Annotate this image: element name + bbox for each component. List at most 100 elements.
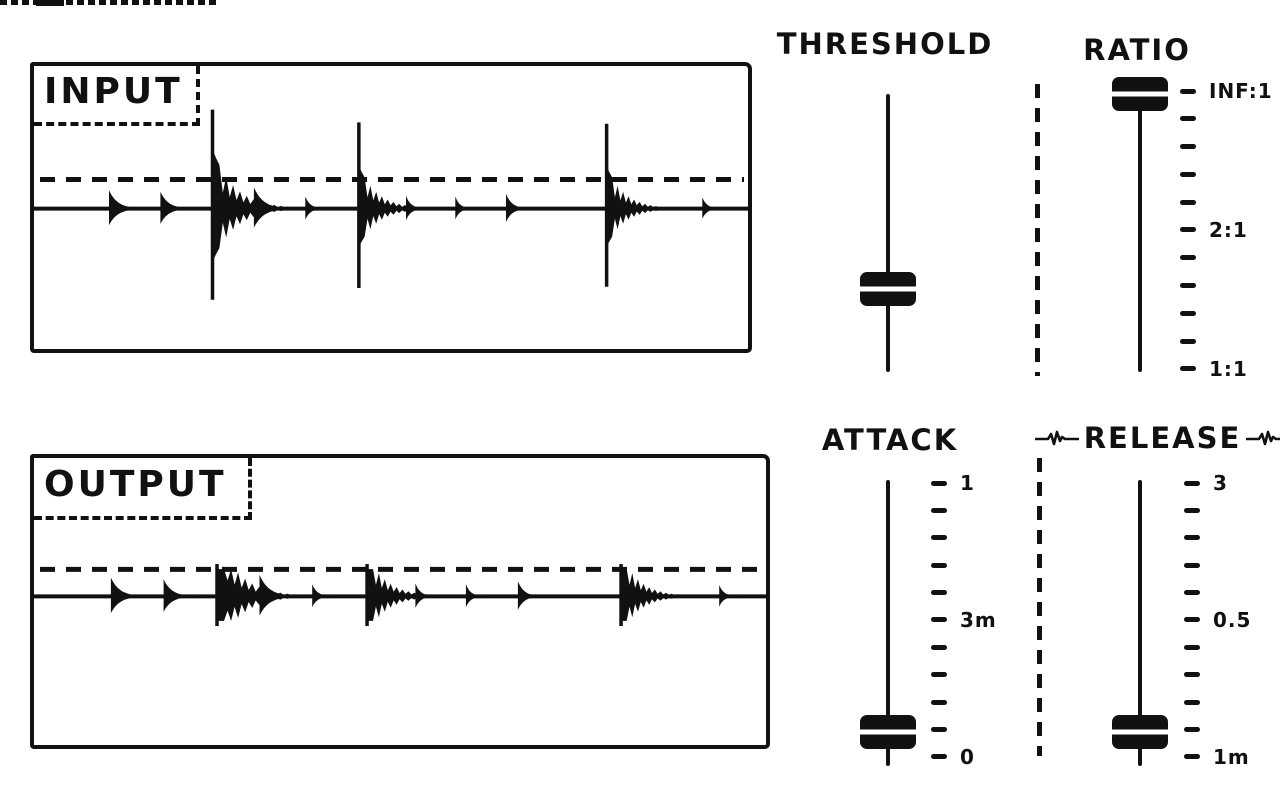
dashed-separator-bottom <box>1037 458 1042 756</box>
threshold-slider-label: THRESHOLD <box>776 27 994 61</box>
tick <box>1184 535 1251 541</box>
tick <box>931 699 997 705</box>
tick: 1m <box>1184 747 1251 767</box>
tick-dash <box>1184 699 1200 705</box>
tick-dash <box>1180 310 1196 316</box>
tick: 0.5 <box>1184 610 1251 630</box>
ratio-slider-knob[interactable] <box>1112 77 1168 111</box>
ratio-slider-label: RATIO <box>1083 33 1191 67</box>
output-waveform-panel: OUTPUT <box>30 454 770 749</box>
tick <box>1184 562 1251 568</box>
tick-dash <box>1180 338 1196 344</box>
threshold-slider: THRESHOLD <box>760 28 1010 388</box>
tick-dash <box>931 754 947 760</box>
release-slider: RELEASE 3 0.5 1m <box>1034 418 1280 792</box>
tick <box>931 727 997 733</box>
tick: 3 <box>1184 473 1251 493</box>
tick-dash <box>931 617 947 623</box>
tick-dash <box>931 480 947 486</box>
tick-dash <box>1180 144 1196 150</box>
ratio-slider-scale: INF:1 2:1 1:1 <box>1180 81 1273 379</box>
attack-slider: ATTACK 1 3m 0 <box>790 418 1035 792</box>
tick <box>931 507 997 513</box>
tick-dash <box>1180 283 1196 289</box>
attack-slider-scale: 1 3m 0 <box>931 473 997 767</box>
tick-dash <box>931 535 947 541</box>
dashed-separator-top <box>1035 84 1040 376</box>
input-label-box: INPUT <box>34 66 200 126</box>
tick-dash <box>931 727 947 733</box>
tick <box>931 562 997 568</box>
waveform-squiggle-icon <box>1246 430 1280 445</box>
tick-dash <box>1180 227 1196 233</box>
tick-dash <box>1184 590 1200 596</box>
output-waveform <box>34 564 766 627</box>
waveform-squiggle-icon <box>1034 430 1079 445</box>
tick-dash <box>1180 171 1196 177</box>
tick: 1 <box>931 473 997 493</box>
tick-dash <box>931 590 947 596</box>
release-slider-knob[interactable] <box>1112 715 1168 749</box>
tick-dash <box>931 699 947 705</box>
tick-dash <box>1184 562 1200 568</box>
threshold-slider-knob[interactable] <box>860 272 916 306</box>
tick <box>1180 283 1273 289</box>
cropped-text-artifact <box>0 0 218 6</box>
tick: 1:1 <box>1180 359 1273 379</box>
tick-dash <box>1184 507 1200 513</box>
tick <box>1180 338 1273 344</box>
tick-dash <box>1180 255 1196 261</box>
tick <box>931 590 997 596</box>
input-label: INPUT <box>44 71 183 112</box>
attack-slider-knob[interactable] <box>860 715 916 749</box>
ratio-slider: RATIO INF:1 2:1 1:1 <box>1060 28 1280 392</box>
tick <box>931 644 997 650</box>
release-slider-title-row: RELEASE <box>1034 421 1280 455</box>
ratio-slider-track[interactable] <box>1138 90 1142 372</box>
tick <box>1184 699 1251 705</box>
tick-dash <box>1184 480 1200 486</box>
tick-dash <box>931 644 947 650</box>
tick-dash <box>1184 535 1200 541</box>
tick-dash <box>931 562 947 568</box>
tick-dash <box>931 507 947 513</box>
attack-slider-label: ATTACK <box>821 423 959 457</box>
tick <box>931 535 997 541</box>
tick <box>1184 644 1251 650</box>
tick-dash <box>1184 644 1200 650</box>
tick <box>1180 199 1273 205</box>
tick-dash <box>1184 617 1200 623</box>
release-slider-scale: 3 0.5 1m <box>1184 473 1251 767</box>
tick <box>1180 310 1273 316</box>
tick <box>1180 171 1273 177</box>
tick <box>931 672 997 678</box>
tick <box>1184 727 1251 733</box>
output-label: OUTPUT <box>44 464 227 505</box>
tick: INF:1 <box>1180 81 1273 101</box>
tick-dash <box>1184 727 1200 733</box>
tick-dash <box>1180 116 1196 122</box>
tick: 3m <box>931 610 997 630</box>
input-waveform-panel: INPUT <box>30 62 752 353</box>
tick <box>1184 672 1251 678</box>
release-slider-label: RELEASE <box>1083 421 1242 455</box>
release-slider-track[interactable] <box>1138 480 1142 766</box>
tick-dash <box>931 672 947 678</box>
input-waveform <box>34 109 748 300</box>
tick <box>1180 144 1273 150</box>
tick-dash <box>1184 672 1200 678</box>
output-label-box: OUTPUT <box>34 458 252 520</box>
tick: 2:1 <box>1180 220 1273 240</box>
threshold-slider-track[interactable] <box>886 94 890 372</box>
attack-slider-track[interactable] <box>886 480 890 766</box>
tick-dash <box>1180 366 1196 372</box>
tick-dash <box>1180 199 1196 205</box>
tick <box>1184 590 1251 596</box>
tick-dash <box>1184 754 1200 760</box>
tick <box>1180 116 1273 122</box>
tick <box>1184 507 1251 513</box>
tick: 0 <box>931 747 997 767</box>
tick-dash <box>1180 88 1196 94</box>
tick <box>1180 255 1273 261</box>
